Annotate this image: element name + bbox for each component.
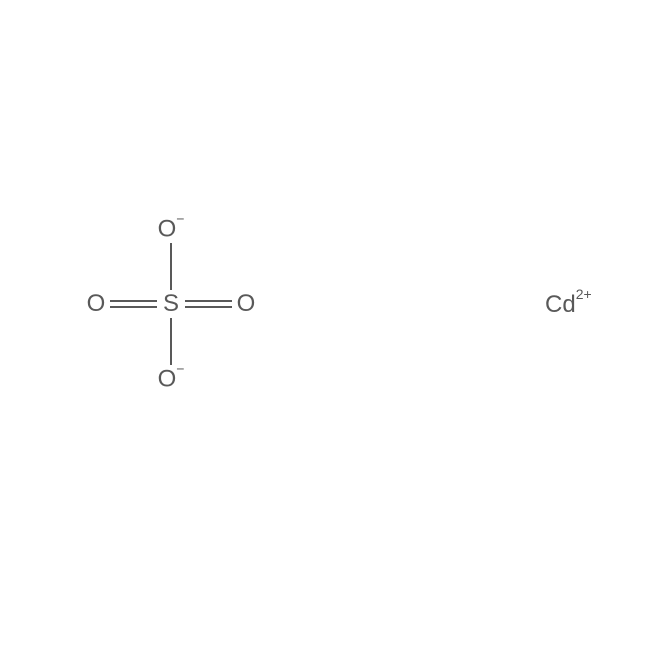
oxygen-bottom-atom: O−	[158, 365, 185, 394]
sulfur-atom: S	[163, 290, 179, 318]
bond-s-o-bottom	[170, 318, 172, 365]
bond-s-o-left-2	[110, 306, 157, 308]
sulfur-label: S	[163, 290, 179, 317]
cadmium-charge: 2+	[576, 286, 592, 302]
bond-s-o-right-2	[185, 306, 232, 308]
oxygen-top-label: O	[158, 216, 177, 243]
oxygen-left-label: O	[87, 290, 106, 317]
oxygen-left-atom: O	[87, 290, 106, 318]
oxygen-top-charge: −	[176, 211, 184, 227]
bond-s-o-left-1	[110, 300, 157, 302]
bond-s-o-top	[170, 243, 172, 290]
oxygen-bottom-charge: −	[176, 361, 184, 377]
oxygen-right-atom: O	[237, 290, 256, 318]
oxygen-bottom-label: O	[158, 366, 177, 393]
oxygen-right-label: O	[237, 290, 256, 317]
bond-s-o-right-1	[185, 300, 232, 302]
cadmium-cation: Cd2+	[545, 290, 592, 319]
oxygen-top-atom: O−	[158, 215, 185, 244]
cadmium-label: Cd	[545, 291, 576, 318]
